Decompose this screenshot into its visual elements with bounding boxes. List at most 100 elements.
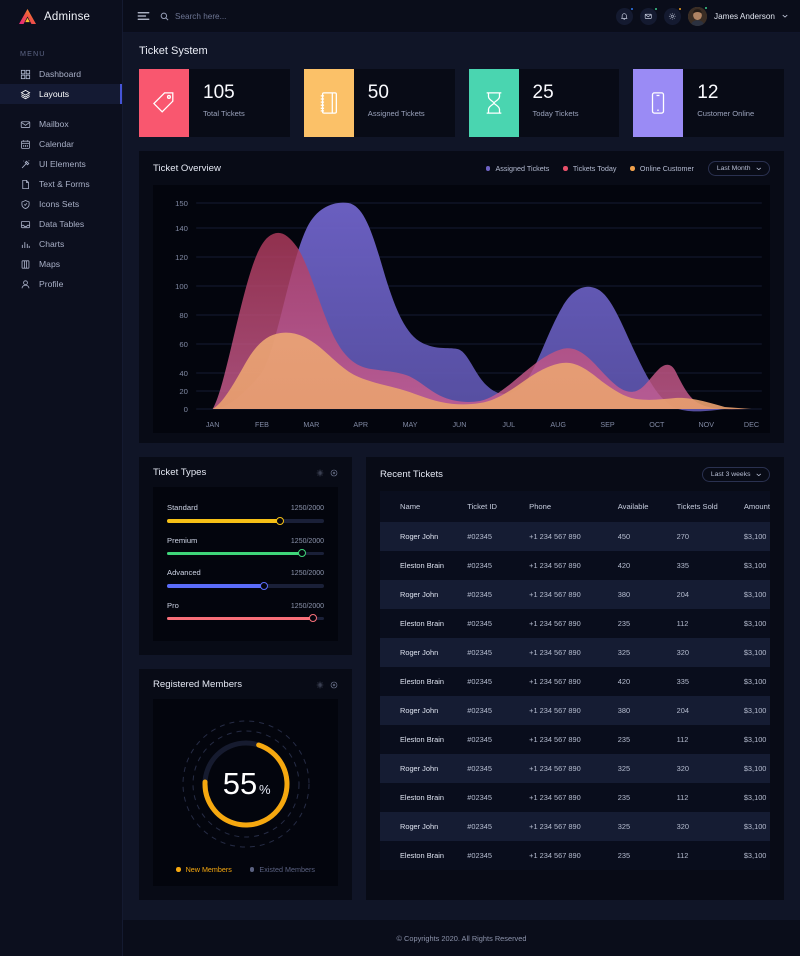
stat-card-assigned-tickets[interactable]: 50 Assigned Tickets <box>303 69 455 137</box>
sidebar-item-label: Calendar <box>39 139 74 149</box>
ticket-type-slider[interactable] <box>167 581 324 590</box>
legend-item-tickets-today[interactable]: Tickets Today <box>563 164 616 173</box>
avatar[interactable] <box>688 5 708 26</box>
table-row[interactable]: Eleston Brain #02345 +1 234 567 890 420 … <box>380 551 770 580</box>
legend-item-new-members[interactable]: New Members <box>176 865 232 874</box>
ticket-type-slider[interactable] <box>167 614 324 623</box>
cell-amount: $3,100 <box>743 793 767 802</box>
ticket-type-slider[interactable] <box>167 516 324 525</box>
sidebar-item-dashboard[interactable]: Dashboard <box>0 64 122 84</box>
svg-text:60: 60 <box>179 340 188 349</box>
ticket-type-header: Pro 1250/2000 <box>167 601 324 610</box>
cell-tickets-sold: 320 <box>676 764 689 773</box>
sidebar-item-ui-elements[interactable]: UI Elements <box>0 154 122 174</box>
stat-value: 50 <box>367 82 389 103</box>
legend-item-online-customer[interactable]: Online Customer <box>630 164 694 173</box>
table-row[interactable]: Roger John #02345 +1 234 567 890 380 204… <box>380 580 770 609</box>
sidebar-item-layouts[interactable]: Layouts <box>0 84 122 104</box>
table-row[interactable]: Roger John #02345 +1 234 567 890 380 204… <box>380 696 770 725</box>
sidebar-item-calendar[interactable]: Calendar <box>0 134 122 154</box>
series-tickets-today-area <box>212 232 752 410</box>
tickets-range-selector[interactable]: Last 3 weeks <box>701 467 770 482</box>
tag-icon <box>153 92 174 113</box>
slider-thumb[interactable] <box>309 614 317 623</box>
ticket-type-slider[interactable] <box>167 549 324 558</box>
table-row[interactable]: Eleston Brain #02345 +1 234 567 890 420 … <box>380 667 770 696</box>
gear-icon[interactable] <box>316 681 324 689</box>
cell-phone: +1 234 567 890 <box>529 677 581 686</box>
table-row[interactable]: Eleston Brain #02345 +1 234 567 890 235 … <box>380 609 770 638</box>
column-header-available[interactable]: Available <box>617 491 677 522</box>
cell-name: Roger John <box>400 822 439 831</box>
sidebar-item-label: Icons Sets <box>39 199 80 209</box>
cell-amount: $3,100 <box>743 532 767 541</box>
sidebar-item-maps[interactable]: Maps <box>0 254 122 274</box>
search-input[interactable] <box>175 11 335 21</box>
stat-card-today-tickets[interactable]: 25 Today Tickets <box>468 69 620 137</box>
cell-amount: $3,100 <box>743 851 767 860</box>
stat-card-customer-online[interactable]: 12 Customer Online <box>633 69 784 137</box>
svg-text:JUN: JUN <box>452 421 466 429</box>
right-column: Recent Tickets Last 3 weeks Name <box>366 457 784 900</box>
donut-percent-suffix: % <box>259 782 271 797</box>
envelope-icon <box>645 13 652 19</box>
legend-dot <box>630 166 635 171</box>
donut-percent-value: 55 <box>222 766 256 801</box>
sidebar-item-mailbox[interactable]: Mailbox <box>0 114 122 134</box>
column-header-ticket-id[interactable]: Ticket ID <box>467 491 530 522</box>
table-row[interactable]: Eleston Brain #02345 +1 234 567 890 235 … <box>380 841 770 870</box>
sidebar-item-charts[interactable]: Charts <box>0 234 122 254</box>
cell-available: 420 <box>617 561 631 570</box>
svg-text:140: 140 <box>175 224 188 233</box>
gear-icon[interactable] <box>316 469 324 477</box>
sidebar-item-icons-sets[interactable]: Icons Sets <box>0 194 122 214</box>
brand-logo[interactable]: Adminse <box>0 0 122 33</box>
sidebar-item-profile[interactable]: Profile <box>0 274 122 294</box>
user-icon <box>21 279 30 288</box>
sidebar-item-label: Maps <box>39 259 61 269</box>
slider-thumb[interactable] <box>260 581 269 590</box>
cell-available: 235 <box>617 793 631 802</box>
column-header-tickets-sold[interactable]: Tickets Sold <box>676 491 744 522</box>
chart-range-selector[interactable]: Last Month <box>707 161 770 176</box>
close-circle-icon[interactable] <box>330 681 338 689</box>
messages-button[interactable] <box>640 6 658 25</box>
registered-members-panel: Registered Members <box>139 669 352 900</box>
legend-item-existed-members[interactable]: Existed Members <box>249 865 315 874</box>
ticket-type-row: Advanced 1250/2000 <box>153 568 338 590</box>
chevron-down-icon[interactable] <box>782 14 788 18</box>
table-row[interactable]: Eleston Brain #02345 +1 234 567 890 235 … <box>380 783 770 812</box>
svg-text:DEC: DEC <box>744 421 759 429</box>
slider-thumb[interactable] <box>298 549 307 558</box>
table-row[interactable]: Roger John #02345 +1 234 567 890 450 270… <box>380 522 770 551</box>
slider-fill <box>167 616 313 620</box>
table-row[interactable]: Roger John #02345 +1 234 567 890 325 320… <box>380 638 770 667</box>
notifications-button[interactable] <box>616 6 634 25</box>
cell-amount: $3,100 <box>743 648 767 657</box>
sidebar-item-label: UI Elements <box>39 159 86 169</box>
table-row[interactable]: Eleston Brain #02345 +1 234 567 890 235 … <box>380 725 770 754</box>
slider-thumb[interactable] <box>276 516 285 525</box>
column-header-name[interactable]: Name <box>380 491 468 522</box>
table-row[interactable]: Roger John #02345 +1 234 567 890 325 320… <box>380 812 770 841</box>
slider-fill <box>167 519 281 523</box>
calendar-icon <box>21 139 30 149</box>
footer: © Copyrights 2020. All Rights Reserved <box>123 920 800 956</box>
close-circle-icon[interactable] <box>330 469 338 477</box>
cell-tickets-sold: 204 <box>676 590 689 599</box>
stat-card-total-tickets[interactable]: 105 Total Tickets <box>139 69 290 137</box>
grid-icon <box>20 69 31 79</box>
settings-button[interactable] <box>664 6 682 25</box>
table-row[interactable]: Roger John #02345 +1 234 567 890 325 320… <box>380 754 770 783</box>
column-header-amount[interactable]: Amount <box>743 491 770 522</box>
cell-tickets-sold: 112 <box>676 735 689 744</box>
mail-icon <box>20 120 31 128</box>
hamburger-icon[interactable] <box>137 11 150 21</box>
sidebar-item-data-tables[interactable]: Data Tables <box>0 214 122 234</box>
sidebar: Adminse MENU Dashboard Layouts Mailbox <box>0 0 123 956</box>
search-box[interactable] <box>160 11 606 21</box>
ticket-overview-header: Ticket Overview Assigned Tickets Tickets… <box>139 151 784 185</box>
sidebar-item-text-forms[interactable]: Text & Forms <box>0 174 122 194</box>
column-header-phone[interactable]: Phone <box>529 491 618 522</box>
legend-item-assigned-tickets[interactable]: Assigned Tickets <box>485 164 549 173</box>
